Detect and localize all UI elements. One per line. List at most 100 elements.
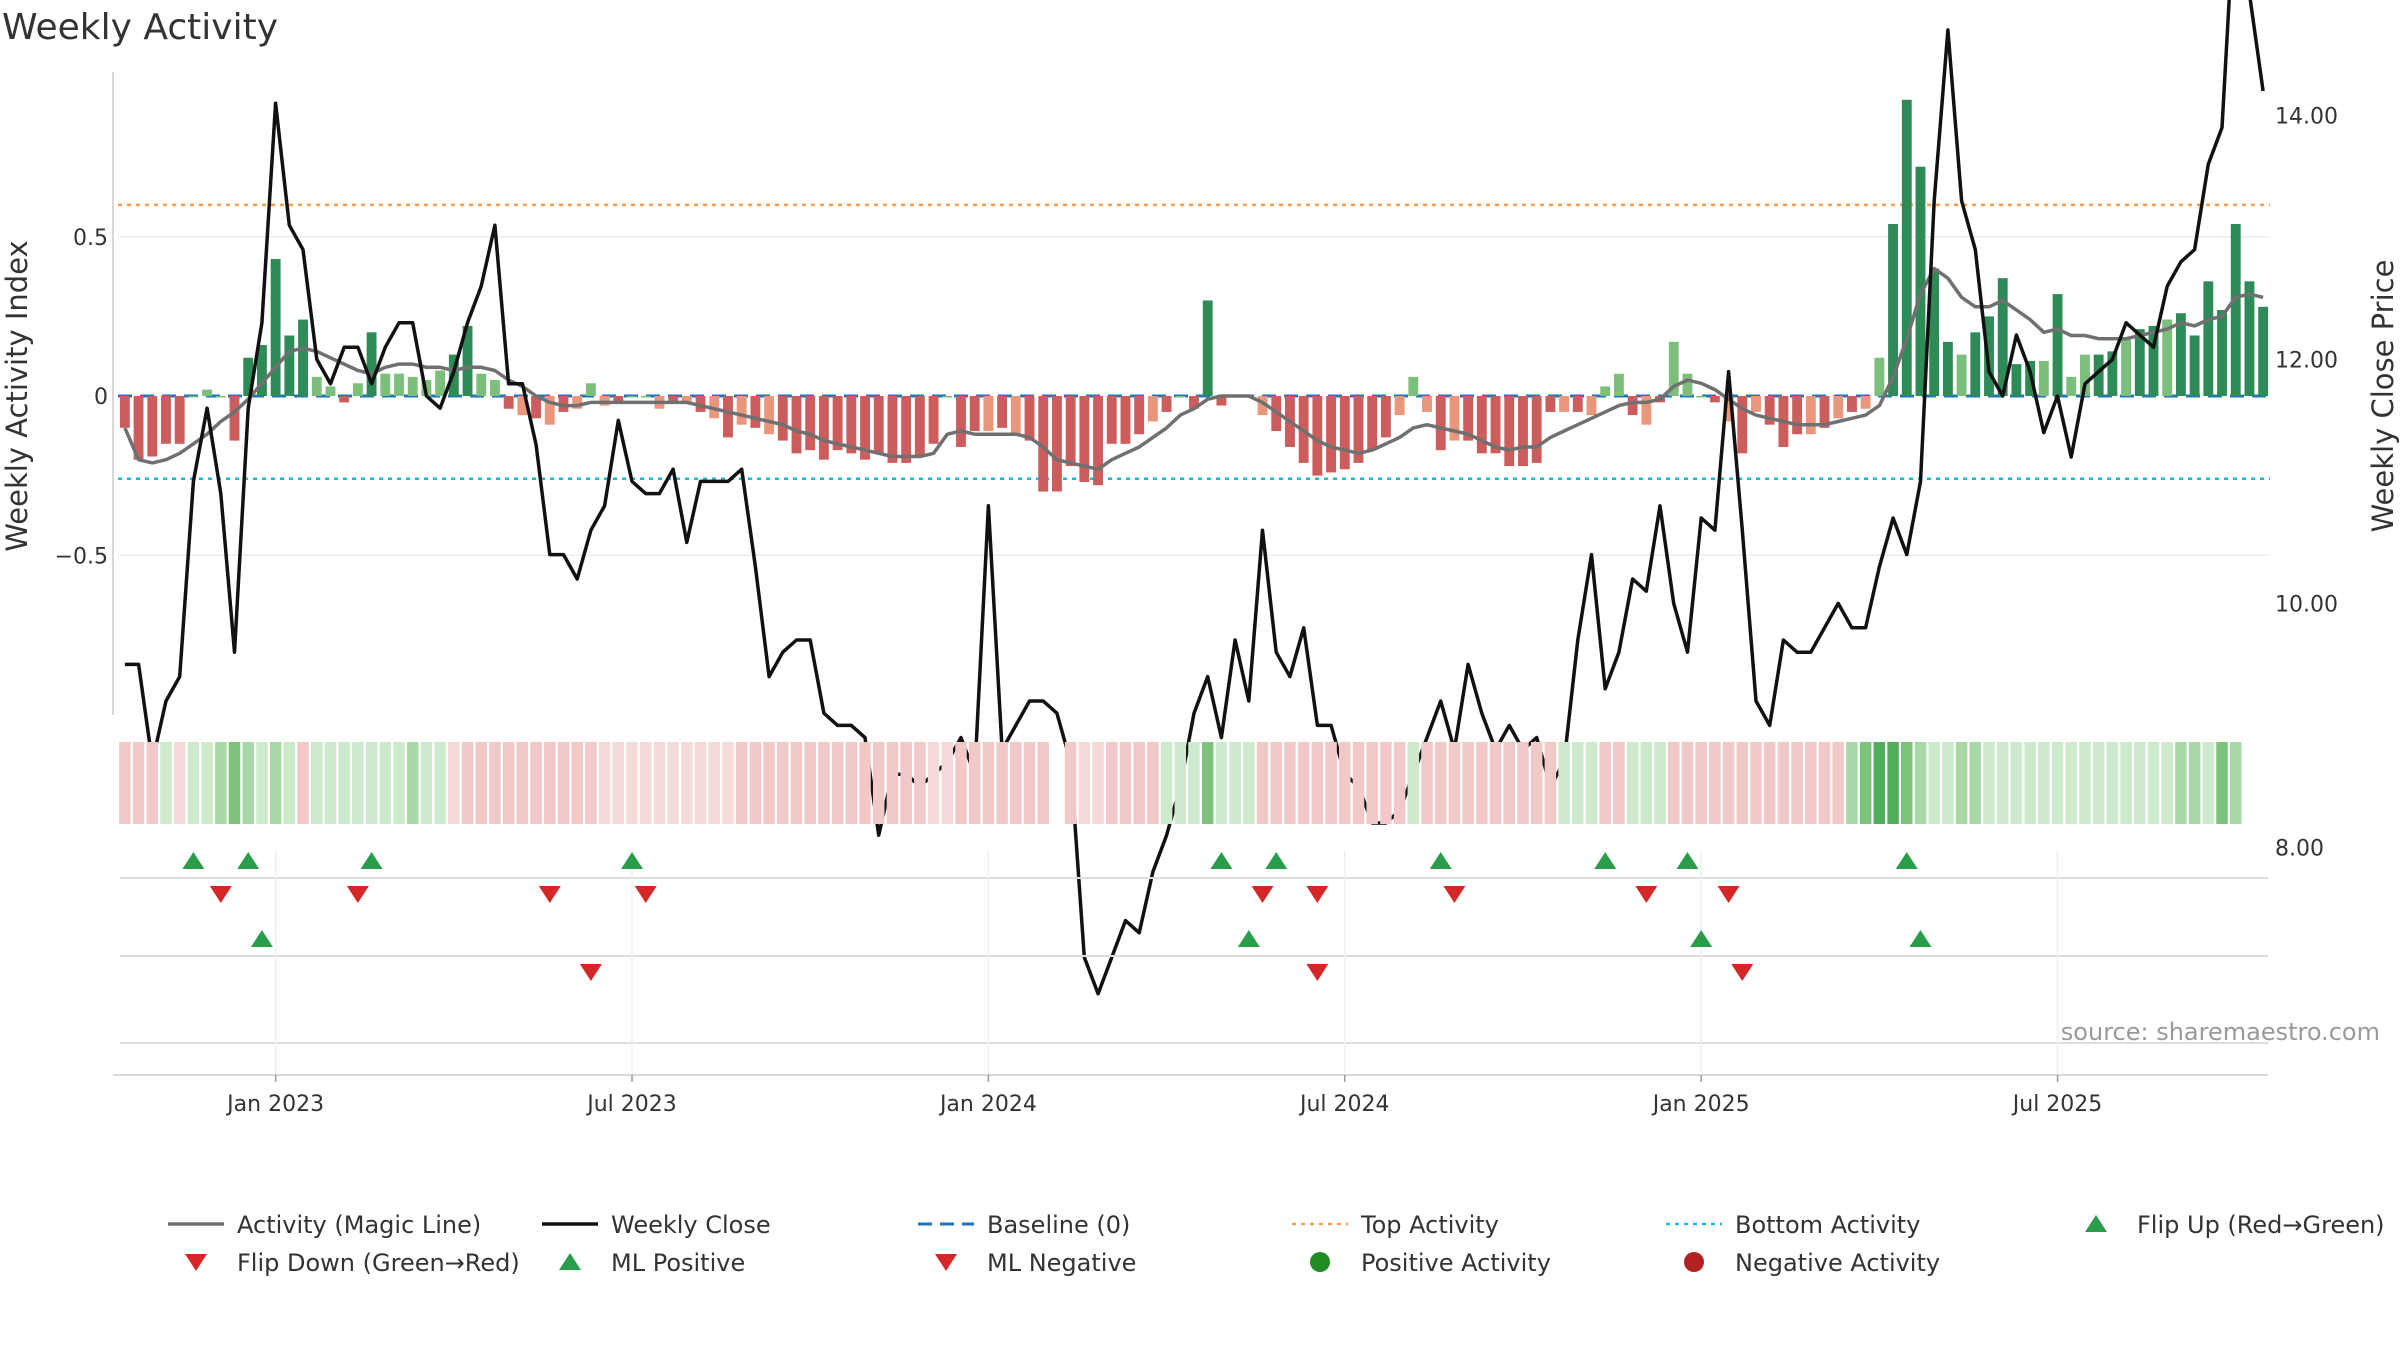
activity-bar [174,396,185,444]
activity-bar [2121,338,2132,396]
activity-bar [517,396,528,416]
heat-cell [1297,742,1310,824]
flip-up-marker [237,852,260,869]
heat-cell [2229,742,2242,824]
activity-bar [873,396,884,454]
heat-cell [215,742,227,824]
activity-bar [1353,396,1364,463]
heat-cell [1160,742,1173,824]
heat-cell [448,742,460,824]
heat-cell [1928,742,1940,824]
heat-cell [927,742,940,824]
left-axis-label: Weekly Activity Index [0,240,34,551]
activity-bar [914,396,925,457]
flip-up-marker [1429,852,1452,869]
heat-cell [544,742,556,824]
heat-cell [1613,742,1625,824]
activity-bar [1531,396,1542,463]
heat-cell [982,742,995,824]
heat-cell [352,742,364,824]
heat-cell [2134,742,2146,824]
heat-cell [1859,742,1872,824]
heat-cell [1873,742,1886,824]
activity-bar [1326,396,1337,473]
ml-negative-marker [579,964,602,981]
activity-bar [311,376,322,396]
activity-bar [147,396,158,457]
flip-down-marker [346,886,369,903]
ml-negative-marker [1306,964,1329,981]
heat-cell [2161,742,2173,824]
flip-down-marker [209,886,232,903]
heat-cell [1983,742,1995,824]
heat-cell [749,742,762,824]
heat-cell [1640,742,1653,824]
heat-cell [667,742,679,824]
activity-bar [284,335,295,396]
flip-down-marker [634,886,657,903]
legend-item: Weekly Close [542,1211,771,1239]
heat-cell [1544,742,1557,824]
right-tick-label: 12.00 [2275,348,2338,373]
legend-item: Negative Activity [1684,1249,1940,1277]
x-tick-label: Jan 2023 [225,1092,324,1117]
legend-item: Baseline (0) [918,1211,1130,1239]
activity-bar [969,396,980,432]
heat-cell [475,742,487,824]
heat-cell [681,742,693,824]
heat-cell [1763,742,1776,824]
heat-cell [831,742,844,824]
heat-cell [2188,742,2201,824]
activity-bar [2175,313,2186,396]
activity-bar [1134,396,1145,435]
activity-bar [1819,396,1830,428]
heat-cell [571,742,583,824]
heat-cell [1626,742,1639,824]
chart-title: Weekly Activity [2,7,278,48]
heat-cell [1667,742,1680,824]
activity-bar [1696,396,1707,398]
activity-bar [764,396,775,435]
flip-up-marker [360,852,383,869]
heat-cell [2092,742,2105,824]
flip-up-marker [1210,852,1233,869]
activity-bar [133,396,144,460]
activity-bar [1189,396,1199,409]
flip-up-marker [182,852,205,869]
heat-cell [1064,742,1077,824]
activity-bar [490,380,500,396]
activity-bar [805,396,816,451]
legend-triangle-up-icon [559,1253,581,1270]
activity-bar [1545,396,1556,412]
activity-bar [2230,224,2241,396]
activity-bar [1668,341,1679,396]
activity-bar [956,396,966,447]
activity-bar [736,396,747,425]
heat-cell [872,742,885,824]
heat-cell [585,742,597,824]
heat-cell [1722,742,1735,824]
activity-bar [997,396,1008,428]
activity-bar [928,396,939,444]
heat-cell [1270,742,1282,824]
heat-cell [1517,742,1529,824]
heat-cell [804,742,816,824]
activity-bar [1956,354,1967,396]
heat-cell [146,742,159,824]
heat-cell [1681,742,1694,824]
activity-bar [1888,224,1898,396]
heat-cell [1558,742,1570,824]
flip-down-marker [1635,886,1658,903]
activity-bar [1161,396,1172,412]
heat-cell [1791,742,1803,824]
activity-bar [640,396,651,398]
source-credit: source: sharemaestro.com [2061,1018,2380,1046]
x-tick-label: Jul 2025 [2011,1092,2103,1117]
activity-bar [1764,396,1775,425]
activity-bar [942,396,953,398]
heat-cell [1777,742,1790,824]
heat-cell [1284,742,1296,824]
heat-cell [1805,742,1817,824]
heat-cell [1352,742,1365,824]
activity-bar [435,370,446,396]
